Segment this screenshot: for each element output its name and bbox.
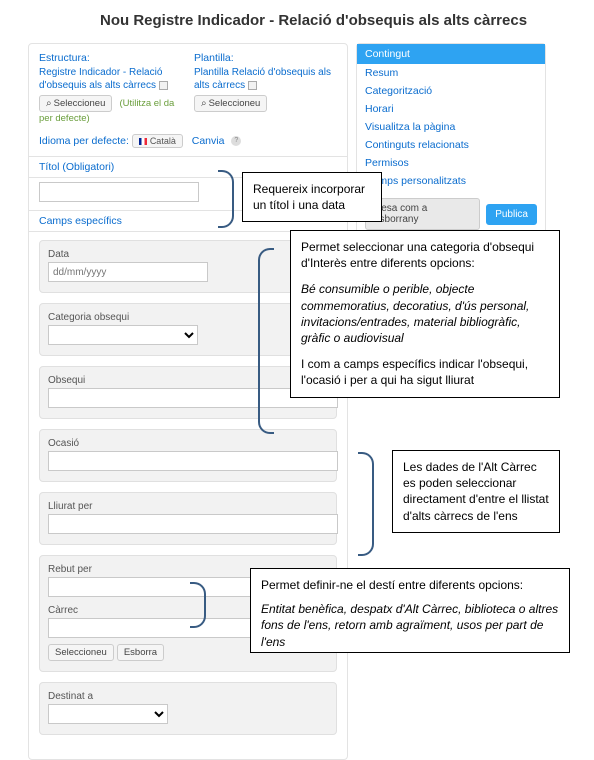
page-icon [248,81,257,90]
top-config-row: Estructura: Registre Indicador - Relació… [39,52,337,124]
side-item-horari[interactable]: Horari [357,100,545,118]
language-row: Idioma per defecte: Català Canvia ? [39,134,337,148]
ocasio-label: Ocasió [48,438,328,449]
template-label: Plantilla: [194,52,337,64]
publish-button[interactable]: Publica [486,204,537,225]
date-input[interactable] [48,262,208,282]
select-person-button[interactable]: Seleccioneu [48,644,114,661]
lliurat-group: Lliurat per [39,492,337,545]
side-item-visualitza[interactable]: Visualitza la pàgina [357,118,545,136]
language-current-button[interactable]: Català [132,134,183,148]
structure-block: Estructura: Registre Indicador - Relació… [39,52,182,124]
structure-label: Estructura: [39,52,182,64]
template-name: Plantilla Relació d'obsequis als alts cà… [194,66,337,92]
callout-destinat-options: Entitat benèfica, despatx d'Alt Càrrec, … [261,601,559,650]
callout-category-intro: Permet seleccionar una categoria d'obseq… [301,239,549,271]
category-select[interactable] [48,325,198,345]
side-item-relacionats[interactable]: Continguts relacionats [357,136,545,154]
callout-rebut: Les dades de l'Alt Càrrec es poden selec… [392,450,560,533]
destinat-group: Destinat a [39,682,337,735]
side-item-active[interactable]: Contingut [357,44,545,64]
side-item-resum[interactable]: Resum [357,64,545,82]
callout-destinat: Permet definir-ne el destí entre diferen… [250,568,570,653]
page-icon [159,81,168,90]
bracket-title-date [218,170,234,228]
template-select-button[interactable]: Seleccioneu [194,95,267,112]
callout-category-extra: I com a camps específics indicar l'obseq… [301,356,549,388]
side-item-permisos[interactable]: Permisos [357,154,545,172]
clear-person-button[interactable]: Esborra [117,644,164,661]
info-icon: ? [231,136,241,146]
callout-destinat-intro: Permet definir-ne el destí entre diferen… [261,577,559,593]
bracket-category [258,248,274,434]
callout-category-options: Bé consumible o perible, objecte commemo… [301,281,549,346]
obsequi-label: Obsequi [48,375,328,386]
lliurat-input[interactable] [48,514,338,534]
date-label: Data [48,249,328,260]
ocasio-group: Ocasió [39,429,337,482]
destinat-label: Destinat a [48,691,328,702]
ocasio-input[interactable] [48,451,338,471]
template-block: Plantilla: Plantilla Relació d'obsequis … [194,52,337,124]
bracket-rebut [358,452,374,556]
callout-title-date: Requereix incorporar un títol i una data [242,172,382,222]
title-input[interactable] [39,182,199,202]
lliurat-label: Lliurat per [48,501,328,512]
bracket-destinat [190,582,206,628]
category-label: Categoria obsequi [48,312,328,323]
destinat-select[interactable] [48,704,168,724]
language-label: Idioma per defecte: [39,135,129,147]
callout-category: Permet seleccionar una categoria d'obseq… [290,230,560,398]
language-change-link[interactable]: Canvia [192,135,225,147]
page-title: Nou Registre Indicador - Relació d'obseq… [100,12,594,29]
side-button-row: Desa com a esborrany Publica [357,190,545,234]
side-item-categoritzacio[interactable]: Categorització [357,82,545,100]
structure-select-button[interactable]: Seleccioneu [39,95,112,112]
side-item-camps[interactable]: Camps personalitzats [357,172,545,190]
structure-name: Registre Indicador - Relació d'obsequis … [39,66,182,92]
save-draft-button[interactable]: Desa com a esborrany [365,198,480,230]
flag-icon [139,138,147,145]
